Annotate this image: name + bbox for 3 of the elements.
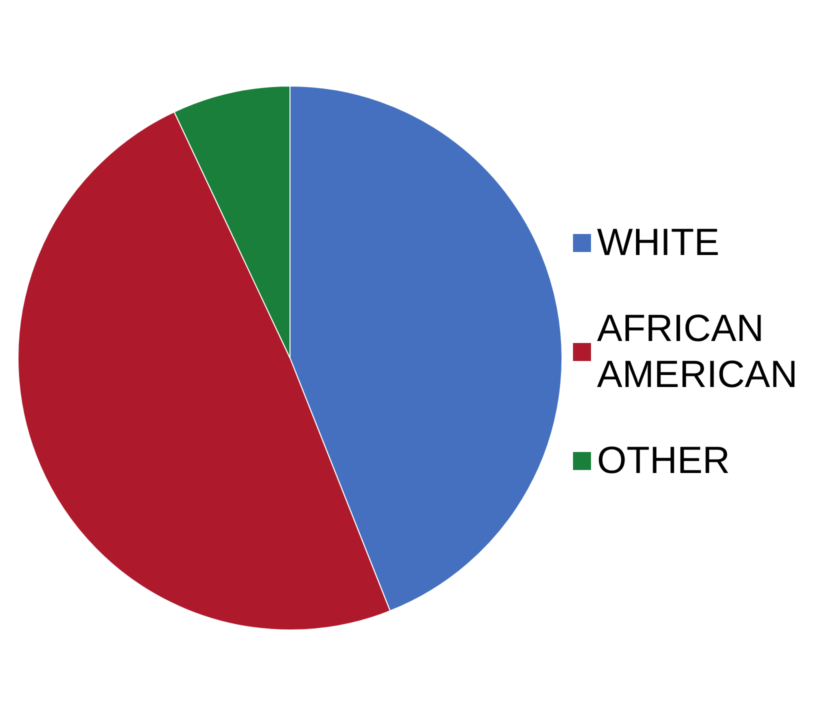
legend-label: WHITE [597, 222, 720, 264]
legend-label: OTHER [597, 440, 730, 482]
legend-label: AFRICAN AMERICAN [597, 308, 798, 396]
